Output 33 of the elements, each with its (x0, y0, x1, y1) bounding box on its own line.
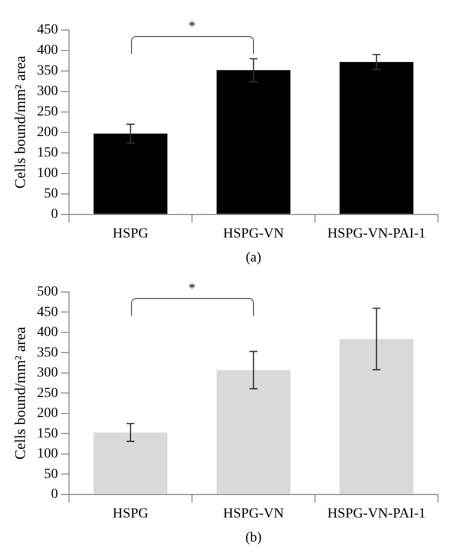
annotation: * (188, 282, 196, 297)
y-tick-label: 0 (51, 207, 58, 222)
x-tick-label: HSPG-VN-PAI-1 (327, 506, 426, 522)
x-axis-title: (b) (245, 530, 262, 546)
y-tick-label: 0 (51, 487, 58, 502)
x-tick-label: HSPG (112, 226, 148, 242)
y-tick-label: 100 (37, 446, 58, 462)
y-tick-label: 350 (37, 64, 58, 79)
y-tick-label: 450 (37, 304, 58, 320)
y-tick-label: 150 (37, 146, 58, 161)
x-axis-title: (a) (246, 250, 262, 266)
y-tick-label: 100 (37, 166, 58, 182)
y-tick-label: 350 (37, 345, 58, 360)
x-tick-label: HSPG-VN (223, 506, 284, 522)
x-tick-label: HSPG-VN-PAI-1 (327, 226, 426, 242)
y-tick-label: 400 (37, 43, 58, 58)
y-tick-label: 300 (37, 366, 58, 381)
y-tick-label: 50 (44, 466, 58, 482)
y-tick-label: 450 (37, 22, 58, 38)
y-tick-label: 200 (37, 406, 58, 422)
y-tick-label: 300 (37, 84, 58, 100)
x-tick-label: HSPG (112, 506, 148, 522)
y-tick-label: 50 (44, 186, 58, 202)
y-tick-label: 250 (37, 386, 58, 401)
y-axis-title: Cells bound/mm² area (12, 326, 29, 460)
y-tick-label: 250 (37, 104, 58, 120)
y-tick-label: 150 (37, 426, 58, 442)
y-tick-label: 200 (37, 125, 58, 140)
x-tick-label: HSPG-VN (223, 226, 284, 242)
y-axis-title: Cells bound/mm² area (12, 55, 29, 189)
annotation: * (188, 20, 196, 35)
y-tick-label: 500 (37, 284, 58, 300)
y-tick-label: 400 (37, 325, 58, 340)
